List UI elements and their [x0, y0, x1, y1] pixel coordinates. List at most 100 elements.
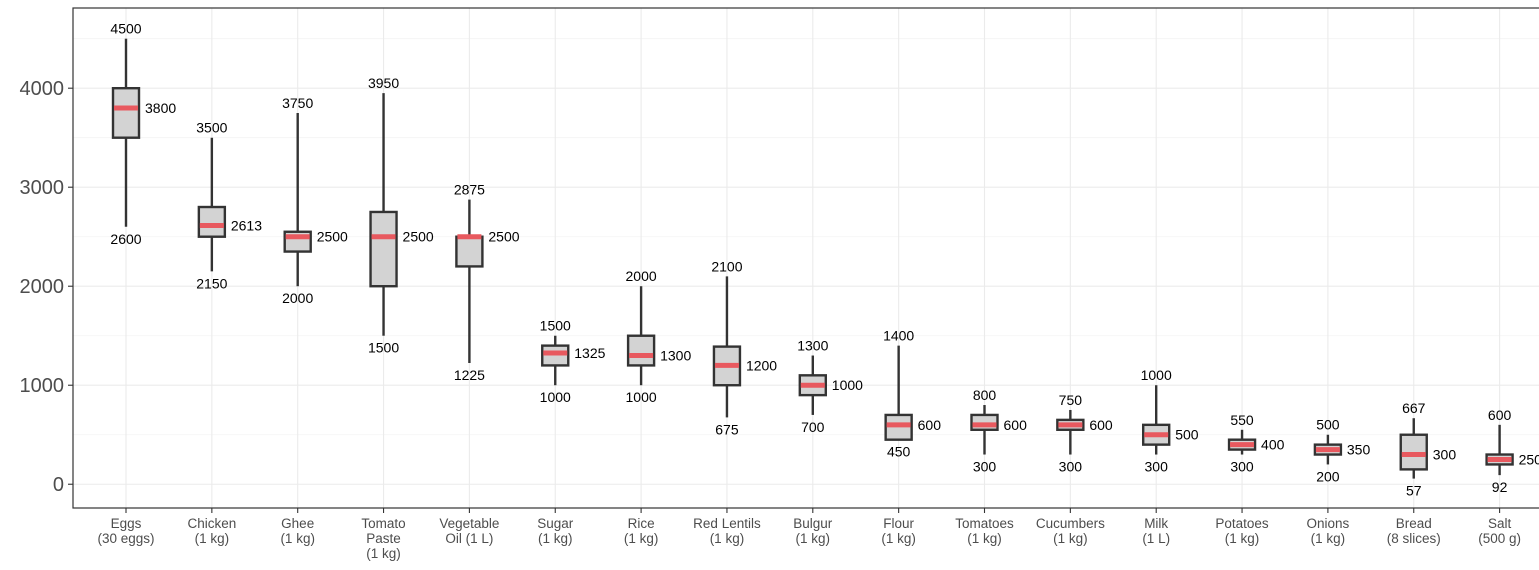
min-value-label: 1000 [540, 389, 571, 405]
x-tick-label-line: Flour [883, 516, 914, 531]
y-tick-label: 2000 [20, 276, 65, 298]
box-item [1399, 418, 1428, 479]
x-tick-label: Cucumbers (1 kg) [1036, 516, 1105, 546]
x-tick-label: Bulgur (1 kg) [793, 516, 833, 546]
x-tick-label: Sugar (1 kg) [537, 516, 574, 546]
median-value-label: 2500 [488, 229, 519, 245]
min-value-label: 92 [1492, 479, 1508, 495]
median-value-label: 2613 [231, 218, 262, 234]
median-value-label: 350 [1347, 442, 1371, 458]
max-value-label: 600 [1488, 407, 1512, 423]
iqr-box [111, 86, 141, 139]
median-value-label: 600 [1004, 417, 1028, 433]
x-tick-label-line: Salt [1488, 516, 1512, 531]
median-value-label: 2500 [317, 229, 348, 245]
box-item [1313, 434, 1343, 465]
median-value-label: 1200 [746, 357, 777, 373]
box-item [541, 335, 570, 386]
x-tick-label: Eggs (30 eggs) [97, 516, 154, 546]
x-tick-label-line: Chicken [187, 516, 236, 531]
x-tick-label-line: (1 kg) [624, 531, 659, 546]
x-tick-label-line: Rice [628, 516, 655, 531]
max-value-label: 4500 [110, 21, 141, 37]
x-tick-label: Salt (500 g) [1478, 516, 1521, 546]
min-value-label: 675 [715, 421, 739, 437]
panel-border [72, 7, 1539, 509]
min-value-label: 300 [1145, 459, 1169, 475]
x-tick-label-line: (1 kg) [881, 531, 916, 546]
min-value-label: 450 [887, 444, 911, 460]
median-value-label: 300 [1433, 447, 1457, 463]
box-item [798, 355, 827, 415]
max-value-label: 3750 [282, 95, 313, 111]
x-tick-label: Rice (1 kg) [624, 516, 659, 546]
median-value-label: 600 [1089, 417, 1113, 433]
x-tick-label-line: Oil (1 L) [445, 531, 493, 546]
x-tick-label-line: (1 kg) [1311, 531, 1346, 546]
x-tick-label-line: Milk [1144, 516, 1168, 531]
median-value-label: 500 [1175, 427, 1199, 443]
x-tick-label-line: Sugar [537, 516, 574, 531]
box-item [197, 137, 227, 272]
box-item [970, 405, 999, 455]
x-tick-label-line: (8 slices) [1387, 531, 1441, 546]
min-value-label: 1000 [626, 389, 657, 405]
x-tick-label-line: (1 kg) [967, 531, 1002, 546]
box-item [455, 199, 484, 363]
axis-layer: Eggs (30 eggs)Chicken (1 kg)Ghee (1 kg)Toma… [20, 7, 1539, 561]
x-tick-label-line: (500 g) [1478, 531, 1521, 546]
min-value-label: 1225 [454, 367, 485, 383]
max-value-label: 1500 [540, 318, 571, 334]
x-tick-label-line: Ghee [281, 516, 314, 531]
min-value-label: 300 [973, 459, 997, 475]
y-tick-label: 1000 [20, 375, 65, 397]
x-tick-label-line: Potatoes [1215, 516, 1269, 531]
max-value-label: 500 [1316, 417, 1340, 433]
x-tick-label: Bread (8 slices) [1387, 516, 1441, 546]
x-tick-label-line: Tomatoes [955, 516, 1014, 531]
iqr-box [369, 210, 398, 288]
x-tick-label-line: (1 kg) [710, 531, 745, 546]
box-item [1141, 385, 1171, 455]
min-value-label: 2000 [282, 290, 313, 306]
x-tick-label-line: Paste [366, 531, 401, 546]
box-item [369, 93, 398, 336]
max-value-label: 1300 [797, 338, 828, 354]
median-value-label: 400 [1261, 437, 1285, 453]
max-value-label: 800 [973, 387, 997, 403]
min-value-label: 300 [1230, 459, 1254, 475]
box-item [884, 345, 913, 441]
max-value-label: 2100 [711, 258, 742, 274]
min-value-label: 300 [1059, 459, 1083, 475]
median-value-label: 3800 [145, 100, 176, 116]
x-tick-label: Milk (1 L) [1142, 516, 1170, 546]
x-tick-label-line: (1 kg) [195, 531, 230, 546]
x-tick-label: Tomatoes (1 kg) [955, 516, 1014, 546]
median-value-label: 1300 [660, 348, 691, 364]
x-tick-label-line: (1 kg) [1225, 531, 1260, 546]
min-value-label: 2150 [196, 275, 227, 291]
max-value-label: 2000 [626, 268, 657, 284]
box-item [1485, 424, 1514, 476]
min-value-label: 1500 [368, 340, 399, 356]
x-tick-label-line: (1 kg) [366, 546, 401, 561]
x-tick-label-line: Onions [1307, 516, 1350, 531]
box-item [1056, 409, 1085, 455]
x-tick-label: Ghee (1 kg) [280, 516, 315, 546]
min-value-label: 57 [1406, 483, 1422, 499]
iqr-box [197, 205, 227, 238]
max-value-label: 667 [1402, 400, 1426, 416]
x-tick-label-line: Vegetable [439, 516, 499, 531]
median-value-label: 2500 [403, 229, 434, 245]
max-value-label: 550 [1230, 412, 1254, 428]
max-value-label: 3500 [196, 120, 227, 136]
median-value-label: 1325 [574, 345, 605, 361]
iqr-box [626, 334, 656, 367]
box-item [283, 112, 312, 287]
x-tick-label-line: Eggs [111, 516, 142, 531]
x-tick-label-line: Bulgur [793, 516, 833, 531]
x-tick-label-line: (1 L) [1142, 531, 1170, 546]
max-value-label: 750 [1059, 392, 1083, 408]
x-tick-label: Chicken (1 kg) [187, 516, 236, 546]
max-value-label: 2875 [454, 182, 485, 198]
